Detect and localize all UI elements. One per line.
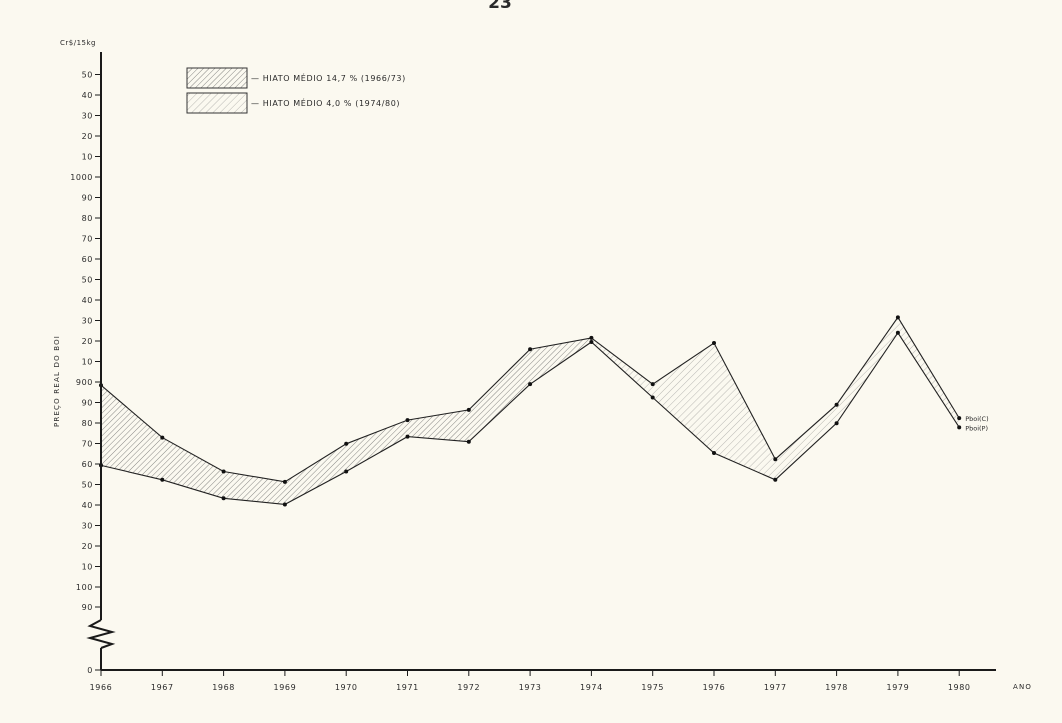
series-label-pboi-p: Pboi(P) bbox=[965, 424, 988, 432]
data-point-pboi-c bbox=[712, 341, 716, 346]
axis-break-symbol bbox=[86, 619, 116, 649]
x-tick-label: 1973 bbox=[519, 683, 542, 692]
data-point-pboi-c bbox=[589, 335, 594, 340]
y-tick-label: 40 bbox=[82, 296, 93, 305]
data-point-pboi-p bbox=[344, 469, 349, 474]
y-axis-title: PREÇO REAL DO BOI bbox=[53, 335, 61, 427]
y-tick-label: 20 bbox=[82, 337, 93, 346]
legend-label-1974-80: — HIATO MÉDIO 4,0 % (1974/80) bbox=[251, 97, 400, 108]
data-point-pboi-p bbox=[957, 425, 962, 430]
data-point-pboi-p bbox=[589, 340, 594, 345]
series-line-pboi-c bbox=[100, 316, 960, 483]
y-tick-label: 80 bbox=[82, 214, 93, 223]
x-tick-label: 1966 bbox=[90, 683, 113, 692]
x-tick-label: 1975 bbox=[641, 683, 664, 692]
data-point-pboi-p bbox=[712, 451, 716, 456]
data-point-pboi-c bbox=[528, 347, 533, 352]
data-point-pboi-c bbox=[160, 435, 165, 440]
y-tick-label: 20 bbox=[82, 132, 93, 141]
data-point-pboi-c bbox=[895, 315, 900, 320]
data-point-pboi-p bbox=[221, 496, 226, 501]
y-tick-label: 30 bbox=[82, 317, 93, 326]
y-tick-label: 90 bbox=[82, 603, 93, 612]
legend-swatch-1974-80 bbox=[186, 92, 248, 114]
data-point-pboi-p bbox=[650, 395, 655, 400]
data-point-pboi-c bbox=[650, 382, 655, 387]
x-tick-label: 1980 bbox=[948, 683, 971, 692]
y-tick-label: 50 bbox=[82, 71, 93, 80]
data-point-pboi-c bbox=[282, 479, 287, 484]
data-point-pboi-c bbox=[405, 418, 410, 423]
x-tick-label: 1972 bbox=[457, 683, 480, 692]
x-tick-label: 1977 bbox=[764, 683, 787, 692]
data-point-pboi-p bbox=[895, 330, 900, 335]
data-point-pboi-c bbox=[221, 469, 226, 474]
data-point-pboi-c bbox=[466, 407, 471, 412]
data-point-pboi-c bbox=[834, 402, 839, 407]
data-point-pboi-p bbox=[466, 439, 471, 444]
series-label-pboi-c: Pboi(C) bbox=[965, 415, 988, 423]
y-tick-label: 70 bbox=[82, 235, 93, 244]
x-tick-label: 1979 bbox=[887, 683, 910, 692]
x-axis-title: ANO bbox=[1013, 683, 1032, 691]
x-tick-label: 1976 bbox=[703, 683, 726, 692]
y-tick-label: 60 bbox=[82, 460, 93, 469]
y-tick-label: 20 bbox=[82, 542, 93, 551]
axis-ticks: 0 90 100 10 20 30 40 50 60 70 80 90 900 10 20 30 40 50 60 7… bbox=[70, 71, 970, 693]
x-tick-label: 1969 bbox=[274, 683, 297, 692]
data-point-pboi-c bbox=[344, 441, 349, 446]
y-tick-label: 10 bbox=[82, 563, 93, 572]
data-point-pboi-p bbox=[160, 477, 165, 482]
data-point-pboi-p bbox=[834, 421, 839, 426]
y-tick-label: 70 bbox=[82, 440, 93, 449]
x-tick-label: 1978 bbox=[825, 683, 848, 692]
y-tick-label: 50 bbox=[82, 276, 93, 285]
y-unit-label: Cr$/15kg bbox=[60, 39, 96, 47]
x-tick-label: 1971 bbox=[396, 683, 419, 692]
page-number: 23 bbox=[488, 0, 512, 13]
legend: — HIATO MÉDIO 14,7 % (1966/73) — HIATO M… bbox=[186, 67, 406, 114]
x-tick-label: 1974 bbox=[580, 683, 603, 692]
y-tick-label: 60 bbox=[82, 255, 93, 264]
y-tick-label: 900 bbox=[76, 378, 93, 387]
x-tick-label: 1967 bbox=[151, 683, 174, 692]
series-points bbox=[99, 315, 962, 507]
y-tick-label: 50 bbox=[82, 481, 93, 490]
legend-swatch-1966-73 bbox=[186, 67, 248, 89]
data-point-pboi-p bbox=[528, 382, 533, 387]
gap-area-1974-80 bbox=[591, 317, 960, 480]
y-tick-label: 40 bbox=[82, 91, 93, 100]
y-tick-label: 90 bbox=[82, 399, 93, 408]
data-point-pboi-p bbox=[405, 434, 410, 439]
y-tick-label: 80 bbox=[82, 419, 93, 428]
y-tick-label: 100 bbox=[76, 583, 93, 592]
data-point-pboi-p bbox=[282, 502, 287, 507]
y-tick-label: 90 bbox=[82, 194, 93, 203]
y-tick-label: 30 bbox=[82, 112, 93, 121]
y-tick-label: 10 bbox=[82, 153, 93, 162]
y-tick-label: 30 bbox=[82, 522, 93, 531]
y-tick-label: 10 bbox=[82, 358, 93, 367]
y-tick-label: 0 bbox=[87, 666, 93, 675]
x-tick-label: 1968 bbox=[212, 683, 235, 692]
data-point-pboi-p bbox=[773, 477, 778, 482]
x-tick-label: 1970 bbox=[335, 683, 358, 692]
series-end-labels: Pboi(C)Pboi(P) bbox=[965, 415, 988, 432]
data-point-pboi-c bbox=[957, 416, 962, 421]
gap-area-1966-73 bbox=[101, 337, 592, 505]
legend-label-1966-73: — HIATO MÉDIO 14,7 % (1966/73) bbox=[251, 72, 406, 83]
y-tick-label: 1000 bbox=[70, 173, 93, 182]
data-point-pboi-c bbox=[773, 457, 778, 462]
y-tick-label: 40 bbox=[82, 501, 93, 510]
